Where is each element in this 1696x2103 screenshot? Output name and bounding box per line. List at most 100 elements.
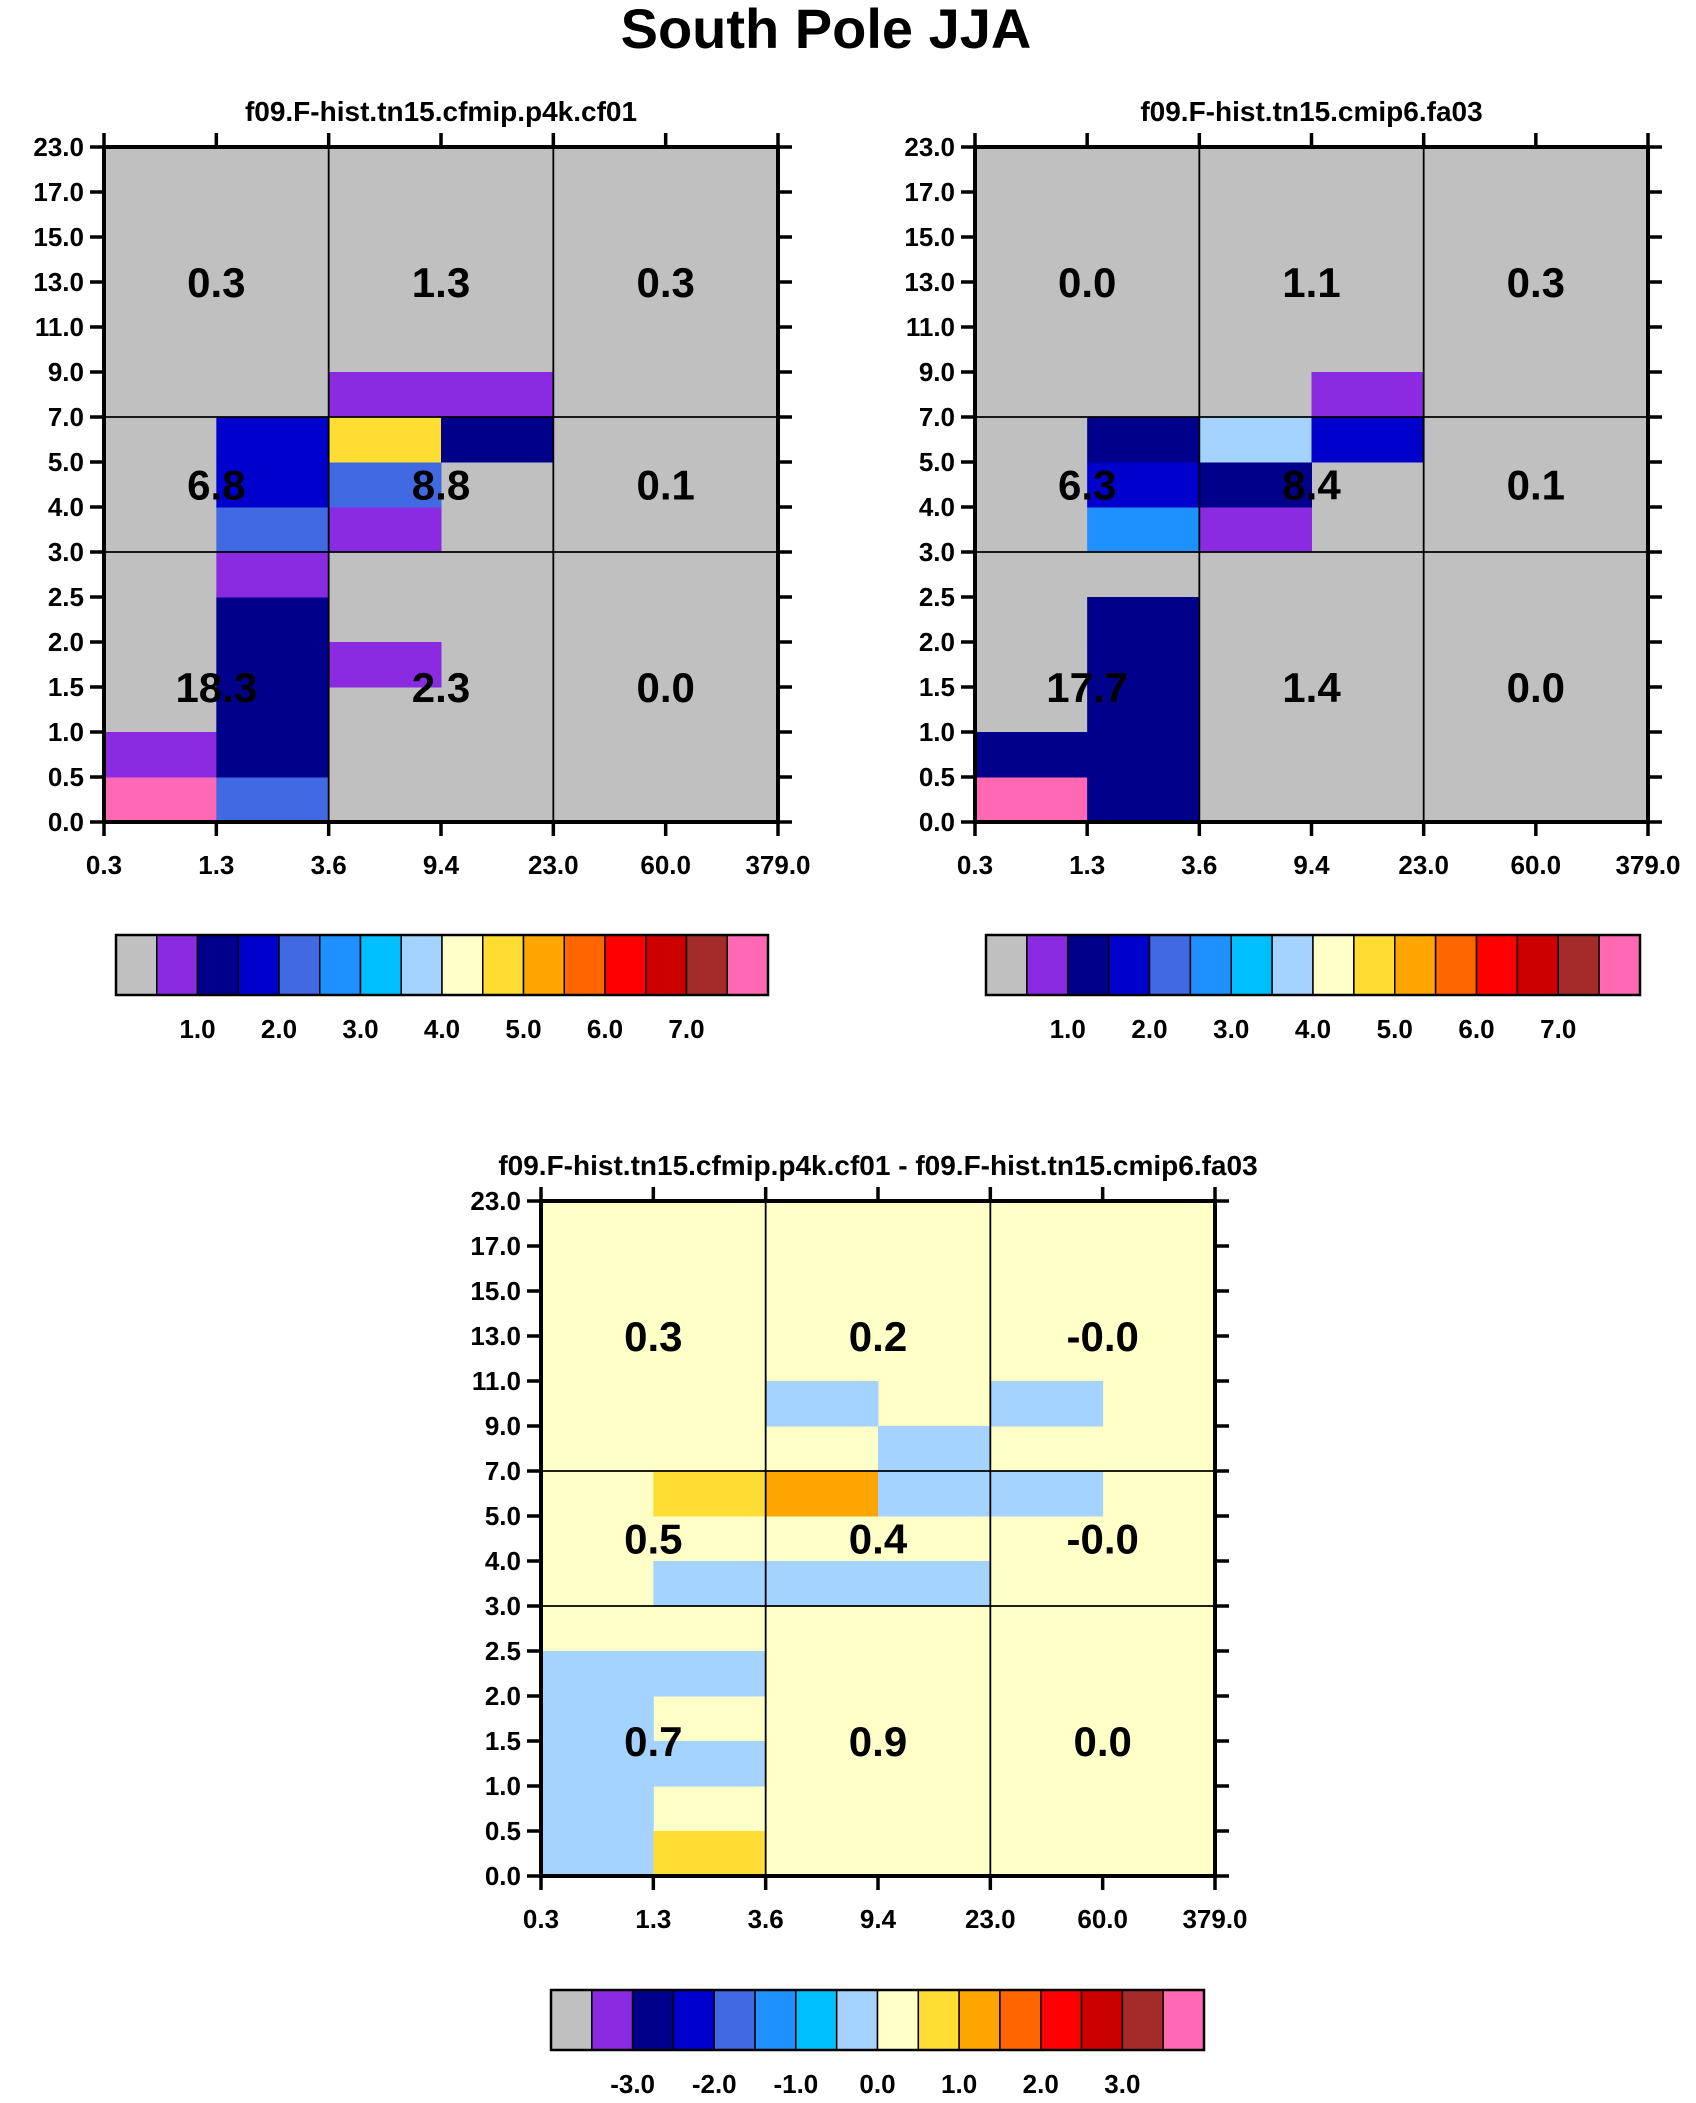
colorbar-label: 3.0 [1104,2069,1140,2099]
colorbar-label: 5.0 [505,1014,541,1044]
colorbar-swatch [441,934,484,996]
colorbar-swatch [1026,934,1069,996]
colorbar-frame [114,933,770,997]
heatmap-cell [1087,507,1200,553]
colorbar-swatch [359,934,402,996]
y-tick-label: 0.5 [485,1816,521,1846]
colorbar-swatch [1107,934,1151,996]
x-tick-label: 23.0 [965,1904,1016,1934]
colorbar-label: 7.0 [668,1014,704,1044]
colorbar-swatch [196,934,239,996]
colorbar-label: 6.0 [1458,1014,1494,1044]
colorbar-label: 1.0 [1050,1014,1086,1044]
heatmap-cell [765,1561,879,1607]
colorbar-swatch [563,934,606,996]
colorbar-swatch [999,1989,1042,2051]
y-tick-label: 11.0 [472,1366,521,1396]
colorbar-swatch [1121,1989,1164,2051]
colorbar-swatch [522,934,565,996]
colorbar-swatch [1434,934,1478,996]
y-tick-label: 23.0 [33,132,84,162]
box-value: 0.0 [1507,664,1565,711]
box-value: 2.3 [412,664,470,711]
colorbar-swatch [645,934,688,996]
heatmap-cell [878,1426,991,1472]
box-value: 6.3 [1058,462,1116,509]
y-tick-label: 1.5 [485,1726,521,1756]
colorbar-frame [549,1988,1206,2052]
colorbar-swatch [1040,1989,1083,2051]
colorbar-swatch [1475,934,1519,996]
y-tick-label: 2.5 [48,582,84,612]
heatmap-cell [328,372,442,418]
y-tick-label: 7.0 [919,402,955,432]
x-tick-label: 0.3 [957,850,993,880]
y-tick-label: 4.0 [485,1546,521,1576]
box-value: 1.1 [1282,259,1340,306]
heatmap-cell [975,732,1088,778]
box-value: 0.1 [1507,462,1565,509]
x-tick-label: 379.0 [1615,850,1680,880]
x-tick-label: 60.0 [640,850,691,880]
heatmap-cell [1087,642,1200,688]
heatmap-cell [441,372,554,418]
colorbar-label: 3.0 [1213,1014,1249,1044]
heatmap-cell [878,1471,991,1517]
heatmap-cell [104,732,217,778]
y-tick-label: 1.5 [48,672,84,702]
heatmap-cell [216,597,330,643]
box-value: 6.8 [187,462,245,509]
colorbar-label: 4.0 [1295,1014,1331,1044]
box-value: 0.4 [849,1516,908,1563]
colorbar-label: 1.0 [179,1014,215,1044]
y-tick-label: 4.0 [919,492,955,522]
colorbar-swatch [1271,934,1314,996]
box-value: 0.9 [849,1718,907,1765]
x-tick-label: 1.3 [1069,850,1105,880]
heatmap-cell [765,1381,879,1427]
panels: f09.F-hist.tn15.cfmip.p4k.cf01 0.0 0.5 1.0 1… [33,96,1680,2099]
y-tick-label: 2.0 [485,1681,521,1711]
y-tick-label: 0.0 [48,807,84,837]
heatmap-cell [1087,732,1200,778]
colorbar-label: -1.0 [773,2069,818,2099]
y-tick-label: 1.0 [48,717,84,747]
x-tick-label: 9.4 [860,1904,897,1934]
x-tick-label: 23.0 [528,850,579,880]
x-tick-label: 9.4 [1293,850,1330,880]
heatmap-cell [541,1831,654,1877]
x-tick-label: 379.0 [1182,1904,1247,1934]
y-tick-label: 2.5 [919,582,955,612]
colorbar-swatch [1067,934,1110,996]
colorbar-swatch [985,934,1028,996]
y-tick-label: 0.0 [919,807,955,837]
y-tick-label: 1.0 [919,717,955,747]
y-tick-label: 15.0 [904,222,955,252]
colorbar-swatch [550,1989,593,2051]
colorbar-swatch [1230,934,1273,996]
heatmap-cell [328,507,442,553]
heatmap-cell [216,687,330,733]
y-tick-label: 11.0 [906,312,955,342]
heatmap-cell [104,777,217,823]
colorbar-swatch [1353,934,1396,996]
heatmap-cell [1087,462,1200,508]
colorbar-label: 4.0 [424,1014,460,1044]
heatmap-cell [653,1471,767,1517]
colorbar-swatch [876,1989,920,2051]
y-tick-label: 0.5 [48,762,84,792]
colorbar-swatch [795,1989,838,2051]
heatmap-cell [541,1696,654,1742]
y-tick-label: 11.0 [35,312,84,342]
box-value: 0.3 [624,1313,682,1360]
y-tick-label: 2.0 [48,627,84,657]
y-tick-label: 23.0 [470,1186,521,1216]
y-tick-label: 2.0 [919,627,955,657]
y-tick-label: 0.0 [485,1861,521,1891]
colorbar-label: 7.0 [1540,1014,1576,1044]
heatmap-cell [1199,462,1312,508]
y-tick-label: 17.0 [470,1231,521,1261]
y-tick-label: 5.0 [485,1501,521,1531]
box-value: 0.2 [849,1313,907,1360]
